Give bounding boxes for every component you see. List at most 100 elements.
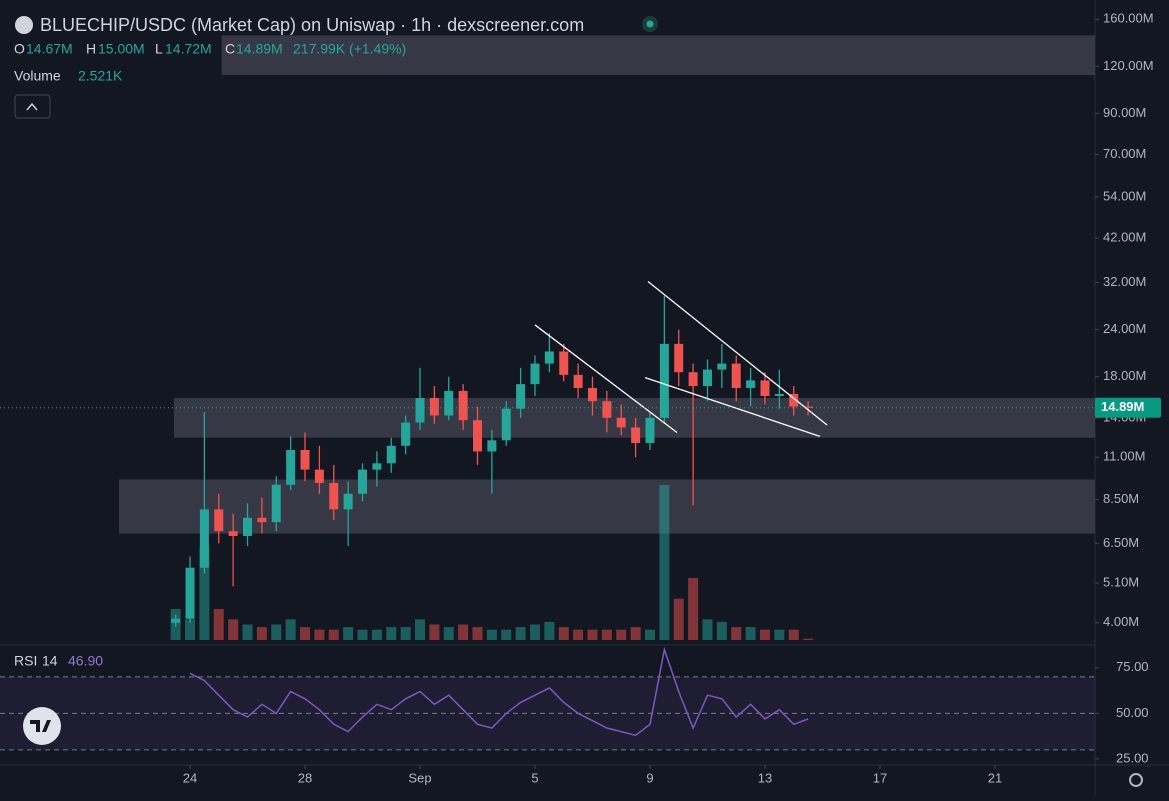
candle-body bbox=[386, 445, 396, 464]
zone bbox=[221, 35, 1096, 76]
candle-body bbox=[688, 372, 698, 387]
y-tick-label: 11.00M bbox=[1103, 449, 1145, 464]
collapse-icon bbox=[26, 102, 38, 111]
trendline bbox=[644, 376, 821, 437]
candle-body bbox=[616, 417, 626, 428]
volume-bar bbox=[271, 624, 282, 640]
x-tick-label: 9 bbox=[646, 770, 653, 785]
y-tick-label: 6.50M bbox=[1103, 535, 1139, 550]
rsi-y-tick-label: 50.00 bbox=[1116, 705, 1149, 720]
candle-body bbox=[760, 380, 770, 396]
x-tick-label: 21 bbox=[988, 770, 1002, 785]
candle-body bbox=[530, 363, 540, 385]
volume-bar bbox=[731, 627, 742, 640]
volume-label: Volume bbox=[14, 68, 61, 84]
volume-bar bbox=[587, 629, 598, 640]
volume-bar bbox=[486, 629, 497, 640]
rsi-length: 14 bbox=[42, 653, 58, 669]
candle-body bbox=[300, 449, 310, 470]
label-close: C bbox=[225, 41, 235, 57]
volume-bar bbox=[659, 485, 670, 640]
y-tick-label: 24.00M bbox=[1103, 321, 1146, 336]
candle-body bbox=[343, 493, 353, 510]
volume-bar bbox=[630, 627, 641, 640]
candle-body bbox=[516, 384, 526, 409]
y-tick-label: 18.00M bbox=[1103, 368, 1146, 383]
candle-body bbox=[228, 531, 238, 536]
volume-value: 2.521K bbox=[78, 68, 123, 84]
title: BLUECHIP/USDC (Market Cap) on Uniswap · … bbox=[40, 15, 584, 35]
label-low: L bbox=[155, 41, 163, 57]
x-tick-label: 28 bbox=[298, 770, 312, 785]
x-tick-label: Sep bbox=[408, 770, 431, 785]
candle-body bbox=[185, 567, 195, 619]
volume-bar bbox=[185, 619, 196, 640]
volume-bar bbox=[774, 629, 785, 640]
price-tag-label: 14.89M bbox=[1101, 399, 1144, 414]
label-high: H bbox=[86, 41, 96, 57]
settings-button[interactable] bbox=[1129, 773, 1143, 787]
candle-body bbox=[429, 398, 439, 416]
low-value: 14.72M bbox=[165, 41, 212, 57]
y-tick-label: 160.00M bbox=[1103, 11, 1154, 26]
main-pane bbox=[119, 35, 1096, 640]
candle-body bbox=[214, 509, 224, 532]
y-tick-label: 70.00M bbox=[1103, 146, 1146, 161]
candle-body bbox=[746, 380, 756, 388]
volume-bar bbox=[501, 629, 512, 640]
live-dot-core bbox=[646, 20, 654, 28]
volume-bar bbox=[644, 629, 655, 640]
y-tick-label: 5.10M bbox=[1103, 574, 1139, 589]
candle-body bbox=[774, 393, 784, 396]
candle-body bbox=[674, 343, 684, 373]
candle-body bbox=[458, 390, 468, 421]
candle-body bbox=[803, 406, 813, 408]
candle-body bbox=[559, 351, 569, 375]
volume-bar bbox=[716, 621, 727, 640]
price-tag bbox=[1095, 397, 1161, 418]
candle-body bbox=[702, 369, 712, 387]
candle-body bbox=[444, 390, 454, 416]
candle-body bbox=[199, 509, 209, 568]
rsi-label: RSI bbox=[14, 653, 37, 669]
candle-body bbox=[602, 401, 612, 418]
volume-bar bbox=[788, 629, 799, 640]
volume-bar bbox=[573, 629, 584, 640]
volume-bar bbox=[803, 638, 814, 640]
candle-body bbox=[487, 440, 497, 452]
volume-bar bbox=[242, 624, 253, 640]
candle-body bbox=[587, 387, 597, 402]
volume-bar bbox=[443, 627, 454, 640]
volume-bar bbox=[228, 619, 239, 640]
volume-bar bbox=[673, 598, 684, 640]
volume-bar bbox=[759, 629, 770, 640]
volume-bar bbox=[386, 627, 397, 640]
candle-body bbox=[731, 363, 741, 388]
candle-body bbox=[243, 517, 253, 536]
close-value: 14.89M bbox=[236, 41, 283, 57]
volume-bar bbox=[285, 619, 296, 640]
volume-bar bbox=[415, 619, 426, 640]
y-tick-label: 90.00M bbox=[1103, 105, 1146, 120]
volume-bar bbox=[544, 621, 555, 640]
volume-bar bbox=[213, 609, 224, 640]
candle-body bbox=[573, 374, 583, 388]
candle-body bbox=[286, 449, 296, 485]
volume-bar bbox=[400, 627, 411, 640]
candle-body bbox=[372, 463, 382, 470]
volume-bar bbox=[199, 547, 210, 640]
trendline bbox=[534, 324, 678, 433]
candle-body bbox=[171, 618, 181, 623]
volume-bar bbox=[529, 624, 540, 640]
candle-body bbox=[544, 351, 554, 364]
collapse-button[interactable] bbox=[14, 94, 51, 119]
tradingview-logo[interactable] bbox=[23, 707, 61, 745]
volume-bar bbox=[688, 578, 699, 640]
rsi-y-tick-label: 75.00 bbox=[1116, 659, 1149, 674]
candle-body bbox=[631, 427, 641, 444]
candle-body bbox=[789, 393, 799, 407]
volume-bar bbox=[328, 629, 339, 640]
zone bbox=[119, 479, 1095, 534]
candle-body bbox=[271, 484, 281, 523]
